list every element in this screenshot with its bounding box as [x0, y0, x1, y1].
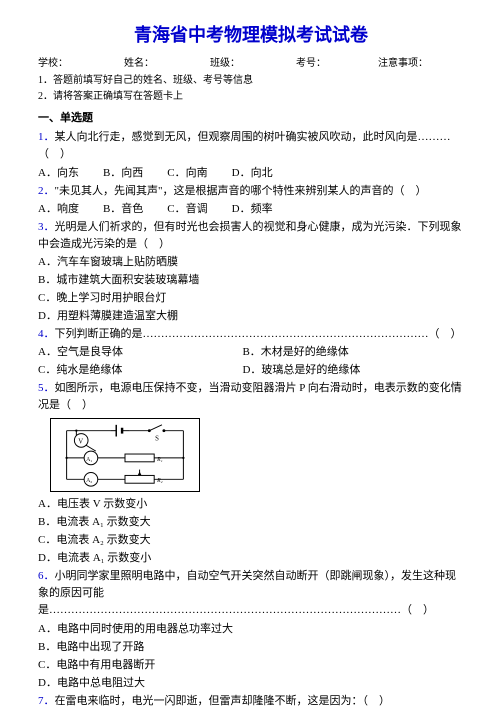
rule-1: 1．答题前填写好自己的姓名、班级、考号等信息 [38, 73, 464, 89]
q5-optA: A．电压表 V 示数变小 [38, 496, 464, 513]
q6-number: 6． [38, 570, 55, 582]
id-blank [330, 56, 374, 72]
q3-optB: B．城市建筑大面积安装玻璃幕墙 [38, 272, 464, 289]
q1-text: 某人向北行走，感觉到无风，但观察周围的树叶确实被风吹动，此时风向是………（ ） [38, 131, 451, 160]
school-label: 学校： [38, 56, 68, 72]
fig-S: S [155, 436, 159, 443]
q1-optA: A．向东 [38, 165, 79, 182]
q5-optD: D．电流表 A₁ 示数变小 [38, 550, 464, 567]
q5-number: 5． [38, 382, 55, 394]
q3-optA: A．汽车车窗玻璃上贴防晒膜 [38, 254, 464, 271]
q5-optC: C．电流表 A₂ 示数变大 [38, 532, 464, 549]
q4-optD: D．玻璃总是好的绝缘体 [242, 362, 446, 379]
q1-number: 1． [38, 131, 55, 143]
class-label: 班级： [210, 56, 240, 72]
q2-optB: B．音色 [103, 201, 143, 218]
q6-optC: C．电路中有用电器断开 [38, 657, 464, 674]
q3-text: 光明是人们祈求的，但有时光也会损害人的视觉和身心健康，成为光污染．下列现象中会造… [38, 221, 462, 250]
class-blank [244, 56, 292, 72]
q6-stem: 6．小明同学家里照明电路中，自动空气开关突然自动断开（即跳闸现象），发生这种现象… [38, 568, 464, 619]
q7-stem: 7．在雷电来临时，电光一闪即逝，但雷声却隆隆不断，这是因为：（ ） [38, 693, 464, 710]
q4-options-row2: C．纯水是绝缘体 D．玻璃总是好的绝缘体 [38, 362, 464, 379]
q6-optA: A．电路中同时使用的用电器总功率过大 [38, 621, 464, 638]
q2-options: A．响度 B．音色 C．音调 D．频率 [38, 201, 464, 218]
q4-optB: B．木材是好的绝缘体 [242, 344, 446, 361]
q1-optC: C．向南 [167, 165, 207, 182]
fig-A2: A₂ [86, 478, 92, 484]
q2-text: "未见其人，先闻其声"，这是根据声音的哪个特性来辨别某人的声音的（ ） [55, 185, 427, 197]
fig-V: V [78, 439, 83, 446]
q2-optC: C．音调 [167, 201, 207, 218]
q7-text: 在雷电来临时，电光一闪即逝，但雷声却隆隆不断，这是因为：（ ） [55, 695, 391, 707]
info-fields: 学校： 姓名： 班级： 考号： 注意事项： [38, 56, 464, 72]
q4-number: 4． [38, 328, 55, 340]
q5-text: 如图所示，电源电压保持不变，当滑动变阻器滑片 P 向右滑动时，电表示数的变化情况… [38, 382, 462, 411]
q4-stem: 4．下列判断正确的是……………………………………………………………………（ ） [38, 326, 464, 343]
q6-text: 小明同学家里照明电路中，自动空气开关突然自动断开（即跳闸现象），发生这种现象的原… [38, 570, 456, 616]
q1-options: A．向东 B．向西 C．向南 D．向北 [38, 165, 464, 182]
q6-optB: B．电路中出现了开路 [38, 639, 464, 656]
q1-optB: B．向西 [103, 165, 143, 182]
q3-stem: 3．光明是人们祈求的，但有时光也会损害人的视觉和身心健康，成为光污染．下列现象中… [38, 219, 464, 253]
q7-number: 7． [38, 695, 55, 707]
q3-optC: C．晚上学习时用护眼台灯 [38, 290, 464, 307]
q1-stem: 1．某人向北行走，感觉到无风，但观察周围的树叶确实被风吹动，此时风向是………（ … [38, 129, 464, 163]
q5-optB: B．电流表 A₁ 示数变大 [38, 514, 464, 531]
q4-optA: A．空气是良导体 [38, 344, 242, 361]
note-label: 注意事项： [378, 56, 428, 72]
q3-optD: D．用塑料薄膜建造温室大棚 [38, 308, 464, 325]
q6-optD: D．电路中总电阻过大 [38, 675, 464, 692]
page-title: 青海省中考物理模拟考试试卷 [38, 22, 464, 50]
q5-circuit-figure: S V A₁ R₁ A₂ R₂ [50, 418, 200, 492]
id-label: 考号： [296, 56, 326, 72]
school-blank [72, 56, 120, 72]
q5-stem: 5．如图所示，电源电压保持不变，当滑动变阻器滑片 P 向右滑动时，电表示数的变化… [38, 380, 464, 414]
q4-optC: C．纯水是绝缘体 [38, 362, 242, 379]
rule-2: 2．请将答案正确填写在答题卡上 [38, 89, 464, 105]
name-label: 姓名： [124, 56, 154, 72]
q2-optD: D．频率 [232, 201, 273, 218]
q2-optA: A．响度 [38, 201, 79, 218]
fig-R1: R₁ [156, 457, 163, 463]
circuit-svg: S V A₁ R₁ A₂ R₂ [51, 419, 199, 491]
fig-A1: A₁ [86, 457, 92, 463]
q4-text: 下列判断正确的是……………………………………………………………………（ ） [55, 328, 462, 340]
q4-options-row1: A．空气是良导体 B．木材是好的绝缘体 [38, 344, 464, 361]
q3-number: 3． [38, 221, 55, 233]
name-blank [158, 56, 206, 72]
q1-optD: D．向北 [232, 165, 273, 182]
q2-number: 2． [38, 185, 55, 197]
section-single-choice: 一、单选题 [38, 110, 464, 127]
q2-stem: 2．"未见其人，先闻其声"，这是根据声音的哪个特性来辨别某人的声音的（ ） [38, 183, 464, 200]
fig-R2: R₂ [156, 478, 163, 484]
